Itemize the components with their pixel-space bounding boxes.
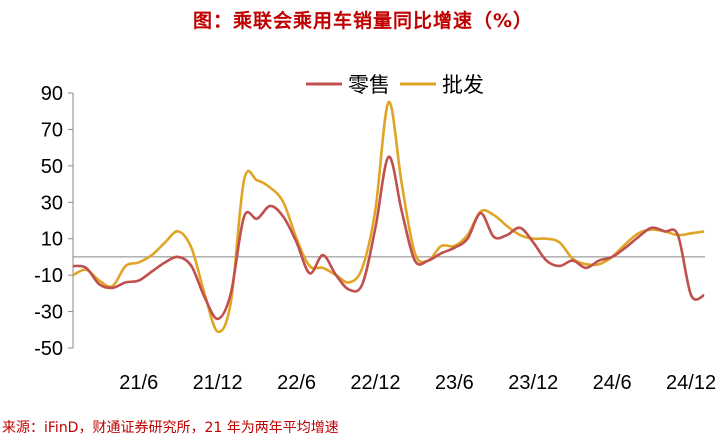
y-tick-label: 50 xyxy=(41,156,63,178)
series-line-wholesale xyxy=(72,100,705,334)
x-tick-label: 23/12 xyxy=(508,372,558,394)
source-note: 来源：iFinD，财通证券研究所，21 年为两年平均增速 xyxy=(2,420,339,436)
y-tick-label: -30 xyxy=(34,302,63,324)
x-tick-label: 24/12 xyxy=(666,372,716,394)
y-tick-label: -50 xyxy=(34,338,63,360)
x-tick-label: 23/6 xyxy=(435,372,474,394)
x-tick-label: 21/12 xyxy=(193,372,243,394)
y-tick-label: -10 xyxy=(34,265,63,287)
legend-label-retail: 零售 xyxy=(348,73,390,97)
y-tick-label: 30 xyxy=(41,192,63,214)
y-tick-label: 70 xyxy=(41,119,63,141)
x-tick-label: 22/12 xyxy=(350,372,400,394)
x-tick-label: 21/6 xyxy=(119,372,158,394)
legend-label-wholesale: 批发 xyxy=(442,73,484,97)
page-title: 图：乘联会乘用车销量同比增速（%） xyxy=(192,10,534,32)
y-tick-label: 10 xyxy=(41,229,63,251)
x-tick-label: 24/6 xyxy=(593,372,632,394)
y-tick-label: 90 xyxy=(41,83,63,105)
x-tick-label: 22/6 xyxy=(277,372,316,394)
series-line-retail xyxy=(72,155,705,321)
